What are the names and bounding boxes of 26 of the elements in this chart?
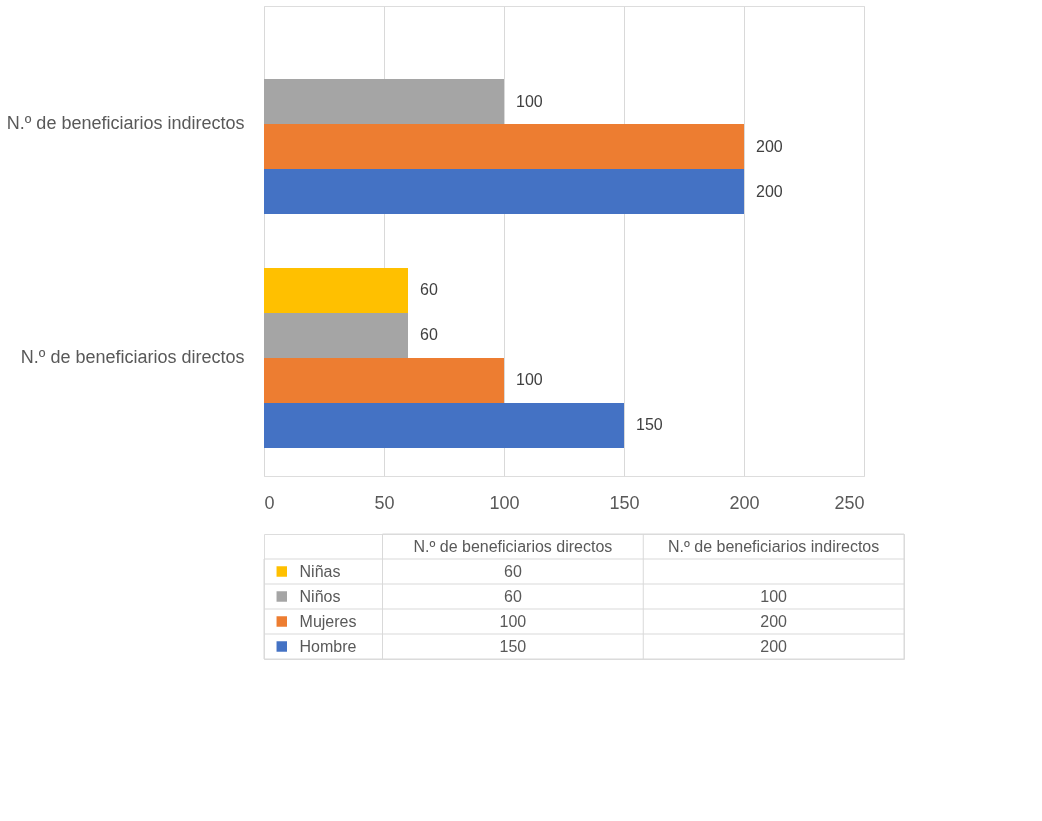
text: 200 [760, 612, 788, 630]
data-label: 100 [516, 92, 543, 110]
data-label: 60 [420, 326, 438, 344]
text: 100 [760, 587, 788, 605]
data-label: 60 [420, 281, 438, 299]
x-tick-label: 100 [489, 492, 520, 513]
text: 200 [760, 637, 788, 655]
text: 60 [503, 587, 522, 605]
data-label: 150 [636, 416, 663, 434]
x-tick-label: 150 [609, 492, 640, 513]
category-label: N.º de beneficiarios directos [413, 537, 613, 555]
text: 100 [499, 612, 527, 630]
category-label: N.º de beneficiarios indirectos [667, 537, 880, 555]
x-tick-label: 50 [374, 492, 395, 513]
legend-label: Niñas [299, 562, 341, 580]
data-label: 200 [756, 137, 783, 155]
x-tick-label: 200 [729, 492, 760, 513]
x-tick-label: 0 [264, 492, 275, 513]
data-label: 200 [756, 182, 783, 200]
text: 60 [503, 562, 522, 580]
data-label: 100 [516, 371, 543, 389]
legend-label: Hombre [299, 637, 357, 655]
legend-label: Niños [299, 587, 341, 605]
text: 150 [499, 637, 527, 655]
x-tick-label: 250 [834, 492, 865, 513]
legend-label: Mujeres [299, 612, 357, 630]
